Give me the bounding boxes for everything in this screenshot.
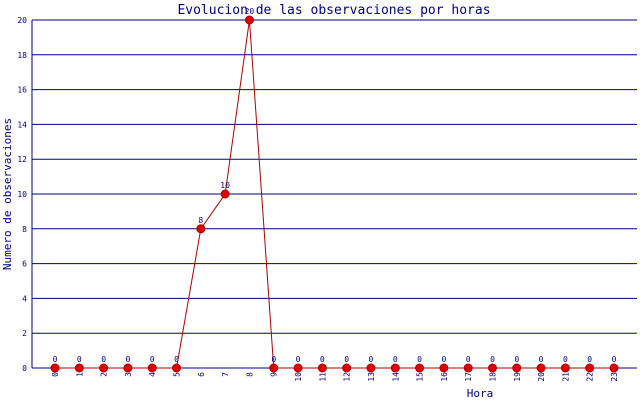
data-label: 0 [77,355,82,364]
data-label: 0 [539,355,544,364]
y-tick-label: 4 [22,294,27,303]
data-label: 0 [150,355,155,364]
x-tick-label: 0 [51,372,60,377]
point [366,363,376,373]
data-label: 0 [466,355,471,364]
y-tick-label: 2 [22,329,27,338]
point [487,363,497,373]
y-tick-label: 18 [17,51,27,60]
point [147,363,157,373]
x-tick-label: 9 [270,372,279,377]
point [99,363,109,373]
x-tick-label: 10 [294,372,303,382]
y-tick-label: 12 [17,155,27,164]
data-label: 0 [101,355,106,364]
x-axis-label: Hora [467,387,494,400]
point [220,189,230,199]
x-tick-label: 6 [197,372,206,377]
point [585,363,595,373]
point [196,224,206,234]
point [244,15,254,25]
x-tick-label: 16 [440,372,449,382]
point [415,363,425,373]
x-tick-label: 15 [416,372,425,382]
data-label: 0 [441,355,446,364]
x-tick-label: 22 [586,372,595,382]
point [609,363,619,373]
data-label: 0 [320,355,325,364]
x-tick-label: 3 [124,372,133,377]
data-label: 0 [514,355,519,364]
point [390,363,400,373]
x-tick-label: 11 [318,372,327,382]
x-tick-label: 7 [221,372,230,377]
y-tick-label: 20 [17,16,27,25]
data-label: 0 [344,355,349,364]
point [74,363,84,373]
data-label: 20 [245,7,255,16]
x-tick-label: 19 [513,372,522,382]
x-tick-label: 20 [537,372,546,382]
point [123,363,133,373]
x-tick-label: 4 [148,372,157,377]
point [560,363,570,373]
x-tick-label: 1 [75,372,84,377]
point [50,363,60,373]
x-tick-label: 23 [610,372,619,382]
data-label: 10 [220,181,230,190]
data-label: 0 [612,355,617,364]
point [463,363,473,373]
x-tick-label: 21 [561,372,570,382]
data-label: 0 [563,355,568,364]
data-label: 0 [174,355,179,364]
x-tick-label: 14 [391,372,400,382]
point [342,363,352,373]
x-tick-label: 13 [367,372,376,382]
y-axis-label: Numero de observaciones [1,118,14,270]
x-tick-label: 12 [343,372,352,382]
point [293,363,303,373]
point [317,363,327,373]
data-label: 0 [417,355,422,364]
point [536,363,546,373]
data-label: 0 [53,355,58,364]
data-label: 8 [198,216,203,225]
y-tick-label: 6 [22,260,27,269]
data-label: 0 [369,355,374,364]
x-tick-label: 8 [245,372,254,377]
data-label: 0 [271,355,276,364]
data-label: 0 [296,355,301,364]
x-tick-label: 18 [488,372,497,382]
data-label: 0 [490,355,495,364]
x-tick-label: 17 [464,372,473,382]
data-label: 0 [393,355,398,364]
y-tick-label: 0 [22,364,27,373]
point [439,363,449,373]
point [269,363,279,373]
y-tick-label: 8 [22,225,27,234]
data-label: 0 [587,355,592,364]
data-label: 0 [125,355,130,364]
chart-title: Evolucion de las observaciones por horas [177,3,490,18]
x-tick-label: 2 [100,372,109,377]
y-tick-label: 16 [17,86,27,95]
point [172,363,182,373]
x-tick-label: 5 [173,372,182,377]
point [512,363,522,373]
y-tick-label: 14 [17,120,27,129]
y-tick-label: 10 [17,190,27,199]
